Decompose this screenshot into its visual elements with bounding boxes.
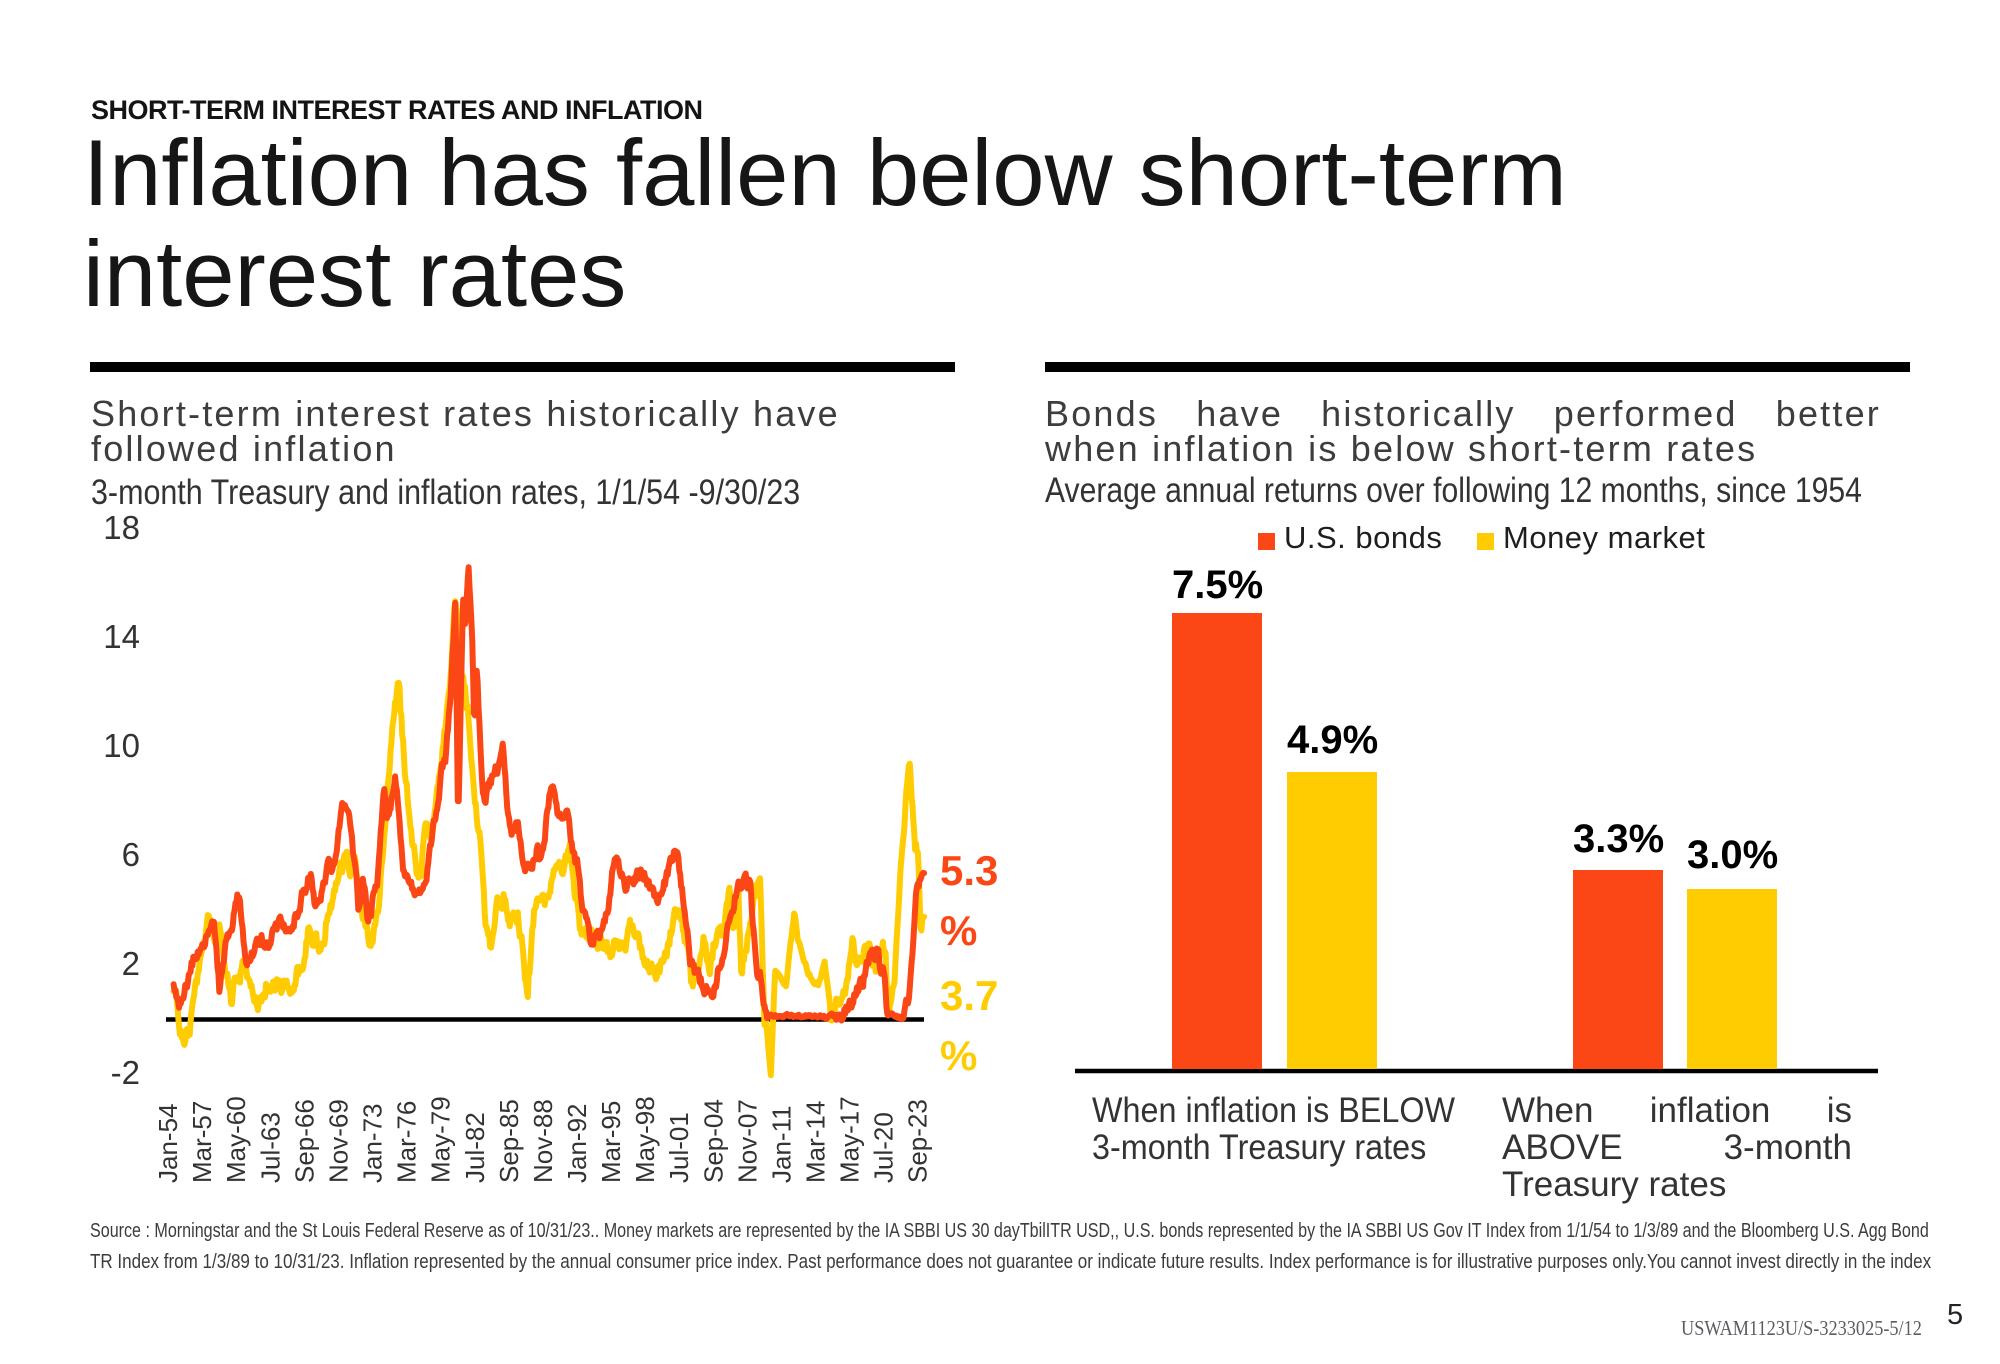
svg-text:10: 10: [103, 727, 140, 764]
svg-text:Sep-04: Sep-04: [698, 1099, 728, 1183]
svg-text:2: 2: [122, 945, 140, 982]
svg-text:Nov-07: Nov-07: [732, 1099, 762, 1183]
svg-text:Jul-01: Jul-01: [664, 1112, 694, 1183]
svg-text:May-60: May-60: [221, 1096, 251, 1183]
svg-text:Jul-63: Jul-63: [255, 1112, 285, 1183]
svg-text:Mar-95: Mar-95: [596, 1101, 626, 1183]
svg-text:Nov-88: Nov-88: [528, 1099, 558, 1183]
svg-text:Mar-57: Mar-57: [187, 1101, 217, 1183]
svg-text:Sep-85: Sep-85: [494, 1099, 524, 1183]
svg-text:Mar-14: Mar-14: [801, 1101, 831, 1183]
svg-text:Jan-54: Jan-54: [153, 1104, 183, 1184]
svg-text:Jan-11: Jan-11: [766, 1105, 796, 1183]
svg-text:May-98: May-98: [630, 1096, 660, 1183]
svg-text:Sep-66: Sep-66: [289, 1099, 319, 1183]
svg-text:Sep-23: Sep-23: [903, 1099, 933, 1183]
svg-text:Jan-92: Jan-92: [562, 1104, 592, 1184]
svg-text:Nov-69: Nov-69: [324, 1099, 354, 1183]
svg-text:18: 18: [103, 509, 140, 546]
svg-text:Jul-82: Jul-82: [460, 1112, 490, 1183]
svg-text:Jul-20: Jul-20: [869, 1112, 899, 1183]
svg-text:14: 14: [103, 618, 140, 655]
svg-text:May-79: May-79: [426, 1096, 456, 1183]
svg-text:May-17: May-17: [835, 1096, 865, 1183]
svg-text:Mar-76: Mar-76: [392, 1101, 422, 1183]
svg-text:Jan-73: Jan-73: [358, 1104, 388, 1184]
svg-text:-2: -2: [111, 1054, 140, 1091]
svg-text:6: 6: [122, 836, 140, 873]
